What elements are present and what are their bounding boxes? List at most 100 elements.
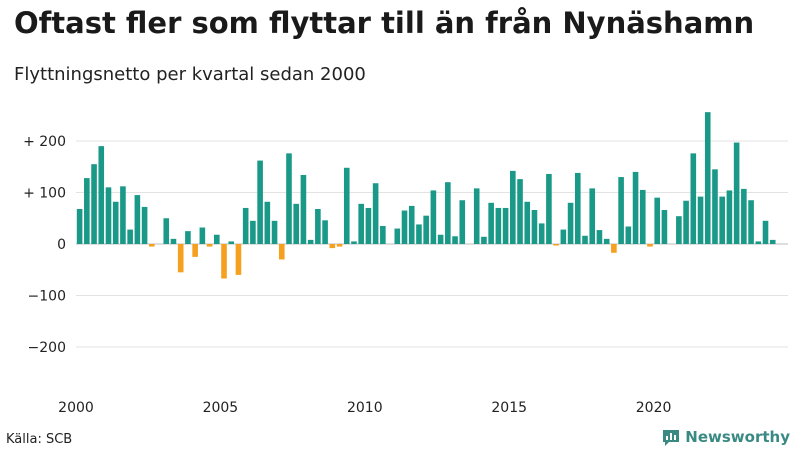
bar (502, 207, 509, 244)
bar (351, 241, 357, 245)
source-note: Källa: SCB (6, 432, 73, 447)
brand-name: Newsworthy (685, 428, 790, 446)
bar (228, 241, 235, 245)
x-axis-labels: 2000 2005 2010 2015 2020 (58, 400, 671, 416)
bar (733, 142, 740, 244)
bar (488, 202, 494, 244)
newsworthy-logo-icon (663, 430, 680, 446)
bar (416, 224, 422, 244)
bar (242, 207, 249, 244)
y-tick-label: 0 (57, 237, 66, 253)
bar (546, 173, 552, 244)
bar (250, 220, 256, 244)
bar (625, 226, 632, 244)
bar (170, 238, 177, 244)
bar (683, 200, 689, 244)
bar (661, 210, 668, 244)
bar (221, 244, 227, 279)
bar (603, 238, 610, 244)
chart-subtitle: Flyttningsnetto per kvartal sedan 2000 (14, 64, 366, 85)
bar (618, 177, 624, 244)
chart-title: Oftast fler som flyttar till än från Nyn… (14, 6, 755, 40)
y-tick-label: −100 (28, 289, 66, 305)
bar (120, 186, 126, 244)
bar (271, 220, 278, 244)
bar (538, 223, 545, 244)
bar (517, 179, 523, 244)
y-tick-label: + 200 (23, 134, 66, 150)
y-tick-label: + 100 (23, 186, 66, 202)
bar (704, 112, 711, 244)
bar (755, 241, 762, 245)
bar (105, 187, 112, 244)
bar (199, 227, 206, 244)
bar (769, 239, 776, 244)
bar (257, 160, 263, 244)
bar (445, 182, 451, 244)
bar (372, 183, 379, 244)
bar (495, 207, 502, 244)
bar (235, 244, 242, 275)
bar (574, 172, 581, 244)
bar (408, 205, 415, 244)
bar (762, 220, 769, 244)
y-axis-labels: + 200 + 100 0 −100 −200 (23, 134, 66, 356)
bar (264, 201, 271, 244)
x-tick-label: 2000 (58, 400, 94, 416)
bar (315, 208, 321, 244)
bar (481, 236, 487, 244)
bar (329, 244, 336, 249)
bar (98, 146, 105, 244)
bar (84, 178, 90, 244)
bar (141, 206, 148, 244)
bar (300, 174, 307, 244)
bar (278, 244, 285, 260)
bar (748, 200, 754, 244)
bar (192, 244, 198, 257)
bar (91, 164, 97, 245)
bar (430, 190, 437, 244)
bar (149, 244, 155, 247)
x-tick-label: 2010 (347, 400, 383, 416)
brand-logo: Newsworthy (661, 427, 790, 447)
bar (654, 197, 661, 244)
bar (690, 153, 697, 244)
bar (676, 216, 682, 244)
bar (358, 203, 364, 244)
bar (380, 225, 386, 244)
bar (112, 201, 119, 244)
bar (719, 196, 725, 244)
bar (293, 203, 300, 244)
bar (185, 231, 191, 245)
bar (510, 170, 516, 244)
bar (741, 188, 747, 244)
bar (712, 169, 718, 244)
bar (639, 189, 646, 245)
bar (286, 153, 292, 244)
bar (343, 167, 350, 244)
bar (213, 234, 220, 244)
bar (553, 244, 559, 246)
bar (531, 210, 538, 244)
bars (76, 112, 776, 279)
bar (582, 235, 588, 244)
bar (76, 208, 83, 244)
bar (394, 228, 401, 244)
x-tick-label: 2020 (636, 400, 672, 416)
bar (336, 244, 343, 247)
bar (322, 220, 328, 244)
bar (307, 239, 314, 244)
bar (163, 218, 170, 244)
bar (567, 202, 574, 244)
bar (177, 244, 184, 273)
bar (423, 215, 429, 244)
bar (206, 244, 213, 247)
bar (401, 210, 408, 245)
bar (365, 207, 372, 244)
bar (560, 229, 567, 244)
bar (697, 196, 704, 244)
x-tick-label: 2005 (203, 400, 239, 416)
bar (726, 190, 733, 244)
bar (452, 236, 458, 245)
